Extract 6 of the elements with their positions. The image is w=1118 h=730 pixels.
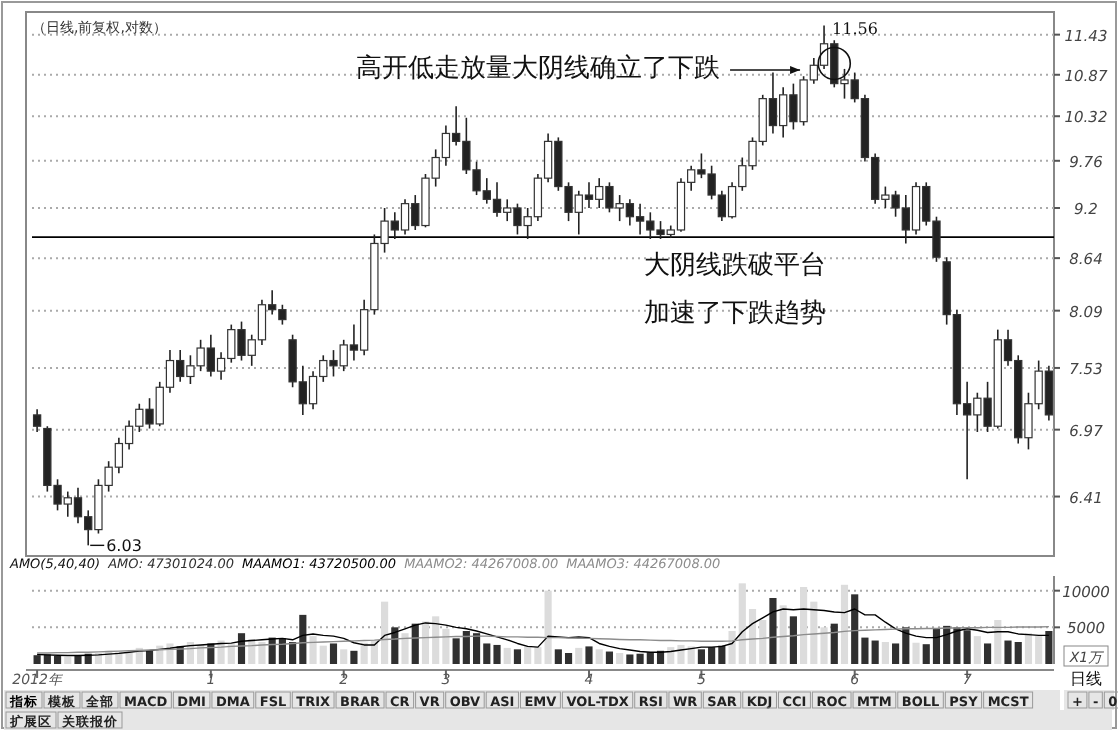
annotation: 11.56 (832, 19, 878, 38)
annotation: 大阴线跌破平台 (644, 251, 827, 282)
text: 日线 (1070, 670, 1102, 688)
annotation: 加速了下跌趋势 (644, 299, 827, 330)
annotation: 6.03 (106, 537, 142, 556)
annotation: 高开低走放量大阴线确立了下跌 (356, 52, 721, 84)
